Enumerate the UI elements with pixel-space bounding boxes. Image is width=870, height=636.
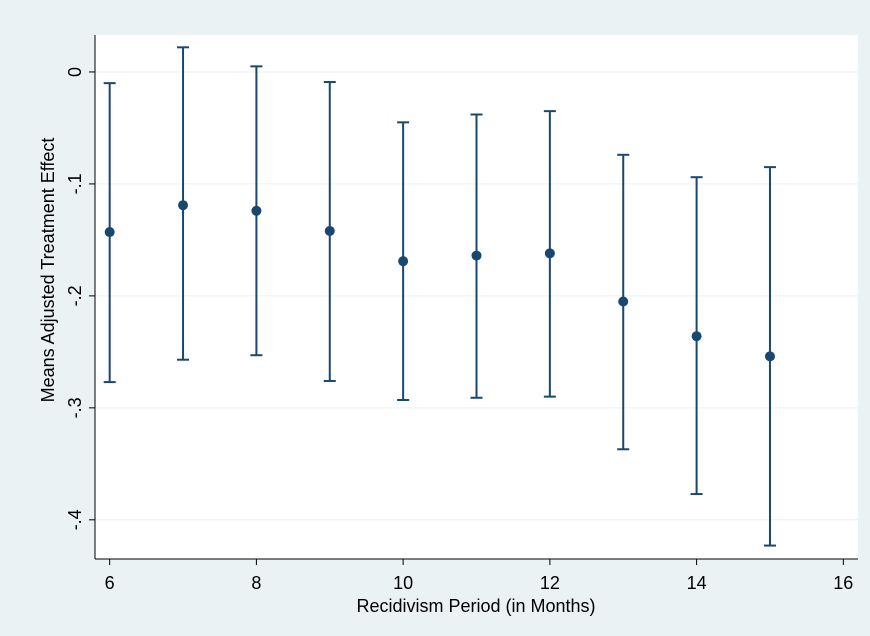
- x-tick-label: 10: [393, 573, 413, 593]
- y-tick-label: -.3: [65, 397, 85, 418]
- x-tick-label: 16: [833, 573, 853, 593]
- data-point: [691, 331, 702, 342]
- x-tick-label: 12: [540, 573, 560, 593]
- data-point: [398, 256, 409, 267]
- x-tick-label: 14: [687, 573, 707, 593]
- data-point: [104, 227, 115, 238]
- x-tick-label: 6: [105, 573, 115, 593]
- y-axis-ticks: 0 -.1 -.2 -.3 -.4: [65, 67, 95, 530]
- x-axis-title: Recidivism Period (in Months): [356, 596, 595, 616]
- data-point: [178, 200, 189, 211]
- data-point: [764, 351, 775, 362]
- data-point: [544, 248, 555, 259]
- y-tick-label: -.1: [65, 173, 85, 194]
- data-point: [251, 205, 262, 216]
- data-point: [324, 225, 335, 236]
- x-tick-label: 8: [251, 573, 261, 593]
- y-tick-label: 0: [65, 67, 85, 77]
- data-points: [104, 200, 775, 362]
- y-tick-label: -.4: [65, 509, 85, 530]
- data-point: [471, 250, 482, 261]
- data-point: [618, 296, 629, 307]
- x-axis-ticks: 6 8 10 12 14 16: [105, 559, 853, 593]
- y-tick-label: -.2: [65, 285, 85, 306]
- y-axis-title: Means Adjusted Treatment Effect: [38, 138, 58, 403]
